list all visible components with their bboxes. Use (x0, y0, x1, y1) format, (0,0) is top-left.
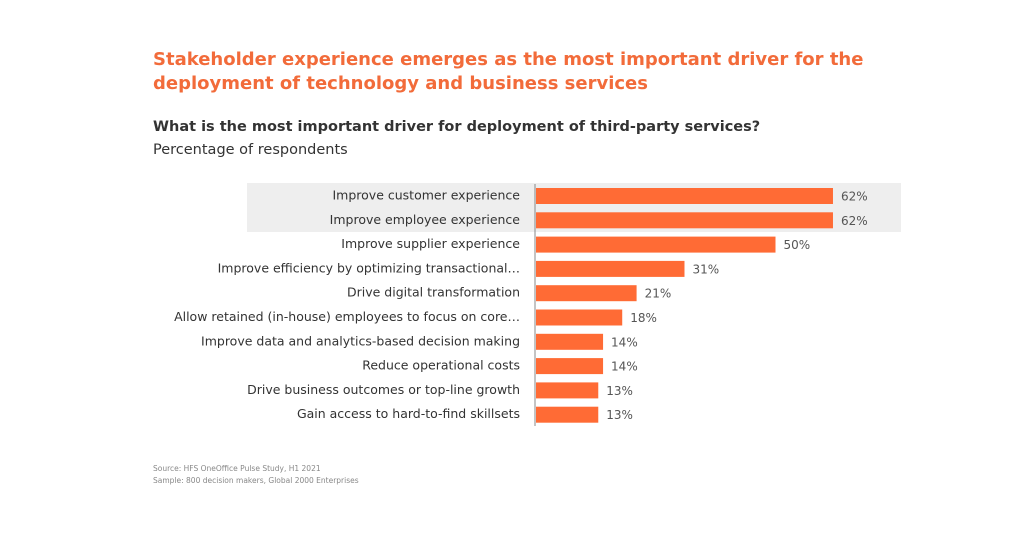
category-label: Improve data and analytics-based decisio… (201, 333, 520, 348)
value-label: 50% (784, 238, 811, 252)
category-label: Reduce operational costs (362, 358, 520, 373)
value-label: 13% (606, 384, 633, 398)
value-label: 14% (611, 335, 638, 349)
value-label: 62% (841, 190, 868, 204)
category-label: Improve employee experience (330, 212, 521, 227)
category-label: Improve supplier experience (341, 236, 520, 251)
category-label: Drive digital transformation (347, 285, 520, 300)
category-label: Drive business outcomes or top-line grow… (247, 382, 520, 397)
bar (536, 188, 833, 204)
value-label: 14% (611, 360, 638, 374)
value-label: 21% (645, 287, 672, 301)
category-label: Gain access to hard-to-find skillsets (297, 406, 520, 421)
bar (536, 212, 833, 229)
category-label: Allow retained (in-house) employees to f… (174, 309, 520, 324)
bar (536, 236, 776, 253)
bar (536, 382, 599, 399)
chart-subtitle: What is the most important driver for de… (153, 119, 760, 135)
bar (536, 358, 604, 375)
chart-title: Stakeholder experience emerges as the mo… (153, 49, 863, 70)
bar (536, 260, 685, 277)
category-label: Improve efficiency by optimizing transac… (218, 260, 520, 275)
category-label: Improve customer experience (333, 188, 521, 203)
bar (536, 285, 637, 302)
bar (536, 309, 623, 326)
value-label: 31% (692, 262, 719, 276)
value-label: 13% (606, 408, 633, 422)
bar (536, 406, 599, 423)
value-label: 62% (841, 214, 868, 228)
bar (536, 333, 604, 350)
unit-label: Percentage of respondents (153, 142, 348, 158)
source-note: Sample: 800 decision makers, Global 2000… (153, 476, 359, 485)
source-note: Source: HFS OneOffice Pulse Study, H1 20… (153, 464, 321, 473)
chart-title: deployment of technology and business se… (153, 73, 648, 94)
value-label: 18% (630, 311, 657, 325)
